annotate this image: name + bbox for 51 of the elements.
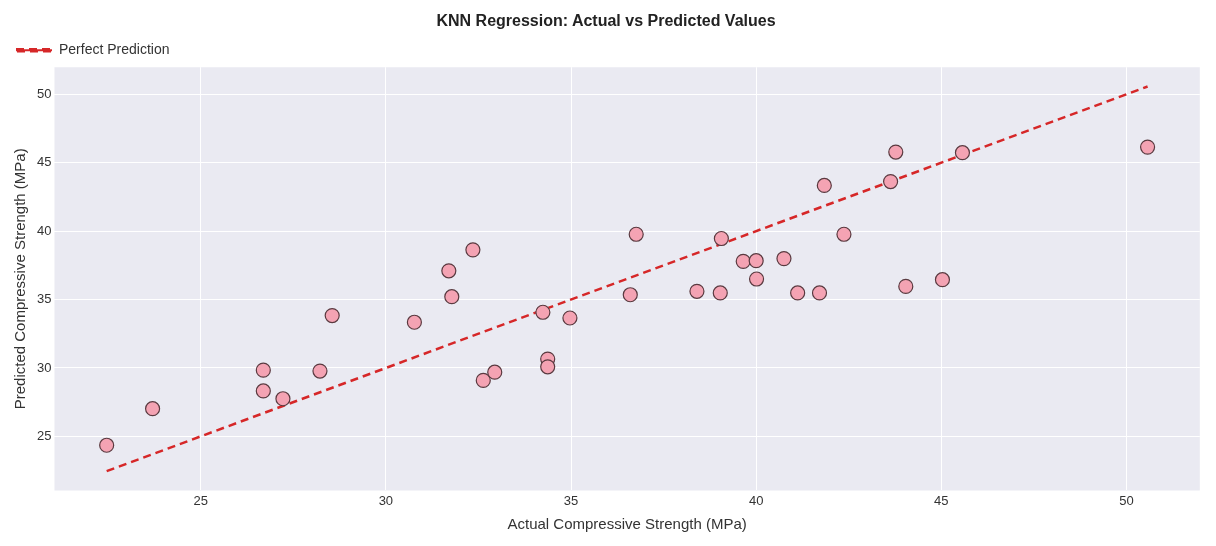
point: [444, 289, 460, 305]
point: [622, 287, 638, 303]
point: [99, 437, 115, 453]
point: [1139, 139, 1156, 155]
point: [816, 177, 832, 194]
point: [811, 285, 828, 301]
x-tick-label: 25: [193, 492, 208, 508]
point: [735, 253, 751, 269]
point: [406, 314, 422, 330]
point: [883, 173, 899, 190]
point: [898, 278, 914, 294]
x-tick-label: 40: [748, 492, 764, 508]
point: [888, 144, 904, 160]
y-tick-label: 25: [36, 427, 52, 443]
point: [535, 304, 551, 320]
x-tick-label: 30: [378, 492, 394, 508]
point: [628, 226, 644, 242]
x-tick-label: 35: [563, 492, 579, 508]
point: [954, 145, 971, 161]
point: [712, 285, 728, 301]
point: [790, 285, 806, 301]
point: [689, 283, 705, 299]
point: [144, 401, 161, 417]
point: [836, 226, 852, 242]
point: [465, 242, 481, 258]
point: [255, 362, 271, 378]
point: [748, 253, 764, 269]
chart-title: KNN Regression: Actual vs Predicted Values: [436, 12, 776, 30]
y-tick-label: 30: [36, 359, 52, 375]
legend-label: Perfect Prediction: [59, 41, 170, 58]
y-tick-label: 45: [36, 154, 52, 170]
point: [312, 363, 328, 379]
point: [255, 383, 271, 399]
point: [776, 251, 792, 267]
y-tick-label: 35: [36, 291, 52, 307]
point: [934, 272, 951, 288]
y-tick-label: 40: [36, 222, 52, 238]
point: [540, 359, 556, 375]
x-tick-label: 45: [934, 492, 949, 508]
x-axis-title: Actual Compressive Strength (MPa): [507, 515, 747, 533]
point: [475, 372, 491, 388]
point: [713, 230, 729, 247]
point: [487, 364, 503, 380]
point: [275, 391, 291, 407]
y-axis-title: Predicted Compressive Strength (MPa): [11, 148, 29, 410]
point: [748, 271, 765, 287]
y-tick-label: 50: [36, 85, 52, 101]
point: [441, 263, 457, 279]
point: [562, 310, 578, 326]
point: [324, 307, 340, 324]
x-tick-label: 50: [1119, 492, 1134, 508]
